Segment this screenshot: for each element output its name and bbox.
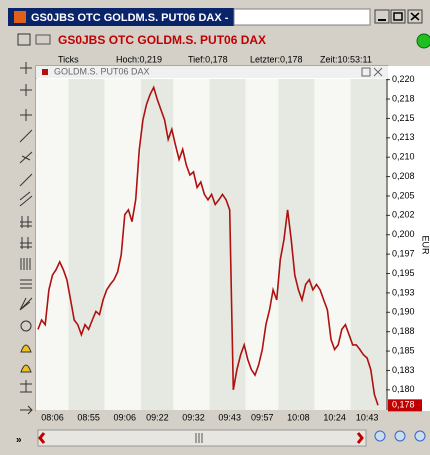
- background-band: [68, 79, 105, 410]
- y-tick-label: 0,215: [392, 113, 415, 123]
- y-tick-label: 0,200: [392, 229, 415, 239]
- tool-icon[interactable]: [19, 297, 33, 311]
- toolbar-icon[interactable]: [17, 33, 31, 46]
- info-time: Zeit:10:53:11: [320, 54, 372, 64]
- tool-icon[interactable]: [20, 258, 31, 270]
- y-tick-label: 0,213: [392, 132, 415, 142]
- scroll-right[interactable]: [356, 432, 364, 444]
- tool-icon[interactable]: [20, 279, 32, 289]
- zoom-out[interactable]: [394, 430, 406, 442]
- x-tick-label: 09:32: [182, 412, 205, 422]
- background-band: [245, 79, 279, 410]
- y-tick-label: 0,188: [392, 326, 415, 336]
- y-tick-label: 0,185: [392, 345, 415, 355]
- tool-icon[interactable]: [19, 173, 33, 187]
- tool-icon[interactable]: [20, 237, 32, 249]
- x-tick-label: 10:43: [356, 412, 379, 422]
- tool-icon[interactable]: [20, 380, 32, 393]
- toolbar-icon[interactable]: [35, 34, 51, 45]
- panel-button[interactable]: [361, 67, 371, 77]
- y-tick-label: 0,180: [392, 384, 415, 394]
- y-tick-label: 0,205: [392, 190, 415, 200]
- tool-icon[interactable]: [19, 151, 33, 164]
- instrument-title: GS0JBS OTC GOLDM.S. PUT06 DAX: [58, 33, 266, 47]
- info-high: Hoch:0,219: [116, 54, 162, 64]
- x-tick-label: 09:22: [146, 412, 169, 422]
- tool-icon[interactable]: [20, 84, 32, 96]
- scroll-thumb[interactable]: [195, 433, 203, 443]
- x-tick-label: 08:06: [41, 412, 64, 422]
- minimize-button[interactable]: [374, 9, 390, 24]
- y-tick-label: 0,193: [392, 287, 415, 297]
- y-tick-label: 0,183: [392, 365, 415, 375]
- last-value-label: 0,178: [392, 400, 415, 410]
- background-band: [173, 79, 210, 410]
- x-tick-label: 08:55: [77, 412, 100, 422]
- info-last: Letzter:0,178: [250, 54, 303, 64]
- icon: [393, 12, 403, 21]
- window-buttons: [374, 9, 423, 24]
- status-light: [416, 33, 430, 49]
- y-tick-label: 0,220: [392, 74, 415, 84]
- info-mode: Ticks: [58, 54, 79, 64]
- background-band: [278, 79, 315, 410]
- last-value-box: [388, 399, 422, 412]
- x-tick-label: 10:08: [287, 412, 310, 422]
- y-tick-label: 0,210: [392, 152, 415, 162]
- background-band: [314, 79, 351, 410]
- background-band: [350, 79, 388, 410]
- background-band: [36, 79, 69, 410]
- tool-icon[interactable]: [20, 216, 32, 228]
- y-tick-label: 0,195: [392, 268, 415, 278]
- y-tick-label: 0,218: [392, 93, 415, 103]
- legend-bar: [36, 66, 388, 78]
- y-axis-label: EUR: [421, 235, 430, 255]
- price-line: [37, 85, 379, 406]
- x-tick-label: 09:43: [218, 412, 241, 422]
- tool-icon[interactable]: [20, 109, 32, 121]
- tool-icon[interactable]: [20, 364, 32, 373]
- y-tick-label: 0,197: [392, 249, 415, 259]
- tool-column: [19, 62, 33, 415]
- legend-swatch: [42, 69, 48, 75]
- legend-label: GOLDM.S. PUT06 DAX: [54, 66, 150, 76]
- plot: 0,220 0,218 0,215 0,213 0,210 0,208 0,205 0,202…: [36, 74, 422, 426]
- y-tick-label: 0,190: [392, 307, 415, 317]
- x-tick-label: 10:24: [323, 412, 346, 422]
- y-tick-label: 0,208: [392, 171, 415, 181]
- x-tick-label: 09:06: [114, 412, 137, 422]
- title-bar: [8, 8, 234, 26]
- scroll-left[interactable]: [38, 432, 46, 444]
- tool-icon[interactable]: [20, 320, 32, 332]
- panel-close[interactable]: [373, 67, 383, 77]
- y-axis-area: [388, 66, 430, 411]
- y-tick-label: 0,202: [392, 210, 415, 220]
- x-axis-area: [36, 410, 388, 426]
- tool-icon[interactable]: [20, 344, 32, 353]
- app-icon: [14, 11, 26, 23]
- collapse-icon[interactable]: »: [16, 435, 22, 446]
- maximize-button[interactable]: [390, 9, 406, 24]
- window-title: GS0JBS OTC GOLDM.S. PUT06 DAX -: [31, 12, 229, 24]
- background-band: [209, 79, 246, 410]
- zoom-in[interactable]: [374, 430, 386, 442]
- x-tick-label: 09:57: [251, 412, 274, 422]
- tool-icon[interactable]: [20, 405, 33, 415]
- tool-icon[interactable]: [20, 62, 32, 74]
- tool-icon[interactable]: [19, 129, 33, 143]
- tool-icon[interactable]: [19, 191, 33, 207]
- icon: [410, 12, 420, 21]
- zoom-reset[interactable]: [414, 430, 426, 442]
- info-low: Tief:0,178: [188, 54, 228, 64]
- background-band: [140, 79, 174, 410]
- title-input[interactable]: [233, 8, 371, 26]
